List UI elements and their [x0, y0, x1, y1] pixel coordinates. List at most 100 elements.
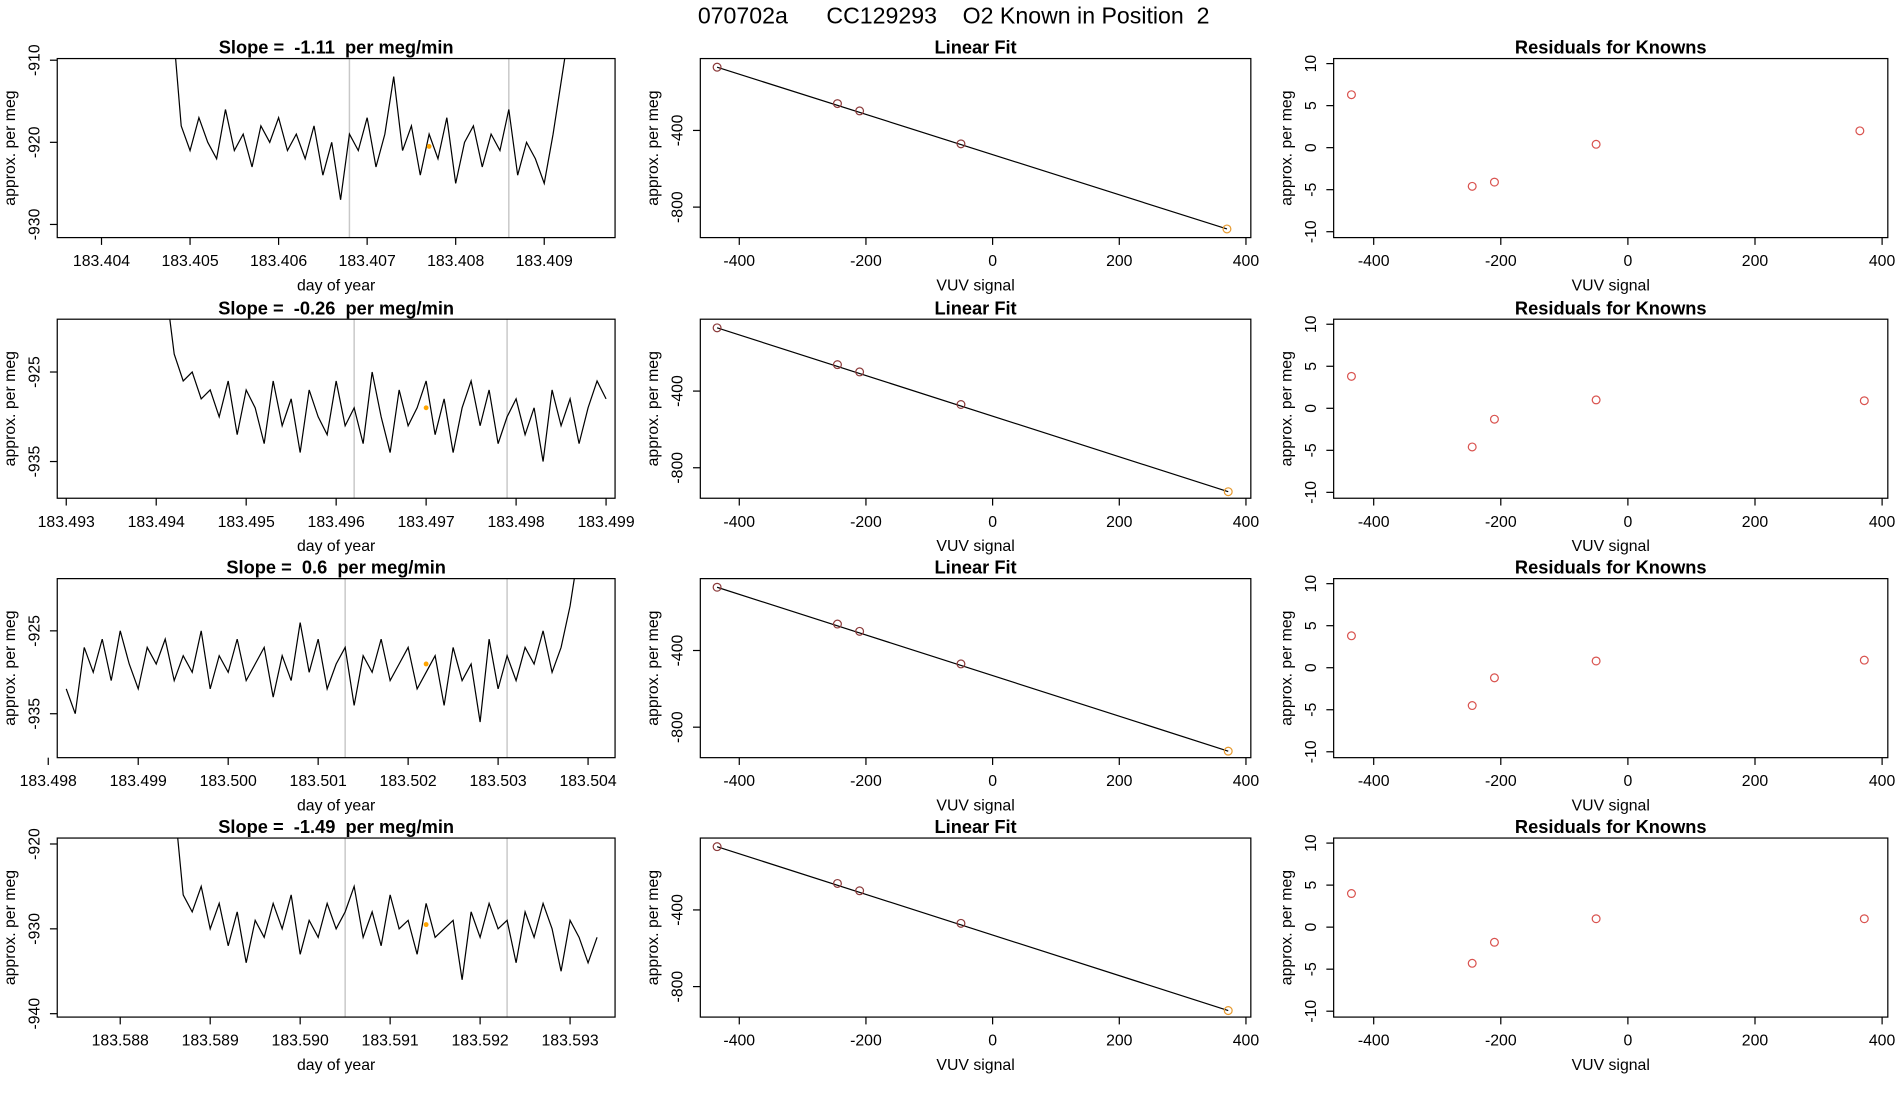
y-tick-label: -10 [1303, 220, 1320, 243]
panel-title: Linear Fit [935, 37, 1017, 58]
x-tick-label: 400 [1869, 514, 1896, 531]
data-point [712, 842, 722, 852]
y-tick-label: -5 [1303, 182, 1320, 196]
x-tick-label: 0 [1623, 514, 1632, 531]
y-tick-label: 5 [1303, 101, 1320, 110]
x-tick-label: -200 [1485, 773, 1517, 790]
y-axis-label: approx. per meg [2, 351, 19, 466]
data-point [1223, 746, 1233, 756]
data-point [712, 582, 722, 592]
y-tick-label: -935 [27, 698, 44, 730]
data-point [1467, 181, 1477, 191]
x-tick-label: 0 [988, 253, 997, 270]
fit-line [716, 586, 1229, 752]
panel-title: Residuals for Knowns [1515, 297, 1707, 318]
data-point [1489, 937, 1499, 947]
x-axis-label: VUV signal [1572, 278, 1650, 295]
x-tick-label: 200 [1106, 253, 1133, 270]
data-point [1859, 914, 1869, 924]
x-tick-label: 0 [988, 1033, 997, 1050]
panel-title: Slope = -1.49 per meg/min [218, 816, 454, 837]
y-tick-label: -910 [27, 44, 44, 76]
x-tick-label: 183.494 [128, 514, 185, 531]
y-tick-label: -925 [27, 356, 44, 388]
x-axis-label: VUV signal [936, 798, 1014, 815]
x-tick-label: -400 [1358, 1033, 1390, 1050]
data-point [956, 399, 966, 410]
x-tick-label: 0 [988, 773, 997, 790]
x-tick-label: 400 [1869, 253, 1896, 270]
y-tick-label: -940 [27, 998, 44, 1030]
data-point [1223, 1006, 1233, 1016]
y-axis-label: approx. per meg [2, 90, 19, 205]
highlight-point [426, 143, 432, 149]
plot-frame [1333, 57, 1889, 239]
y-tick-label: 0 [1303, 663, 1320, 672]
x-tick-label: 183.496 [308, 514, 365, 531]
panel-title: Slope = 0.6 per meg/min [226, 557, 446, 578]
x-tick-label: 400 [1233, 773, 1260, 790]
x-tick-label: -200 [850, 253, 882, 270]
data-point [712, 62, 722, 72]
x-tick-label: 183.405 [161, 253, 218, 270]
data-point [1489, 177, 1499, 187]
y-tick-label: -400 [670, 634, 687, 666]
y-tick-label: 0 [1303, 404, 1320, 413]
y-tick-label: -930 [27, 208, 44, 240]
y-tick-label: -800 [670, 971, 687, 1003]
y-tick-label: -400 [670, 894, 687, 926]
data-point [956, 139, 966, 149]
x-tick-label: 183.409 [516, 253, 573, 270]
x-tick-label: 183.502 [380, 773, 437, 790]
x-tick-label: -200 [1485, 253, 1517, 270]
data-point [1489, 414, 1499, 424]
x-tick-label: 183.498 [487, 514, 544, 531]
y-tick-label: -800 [670, 711, 687, 743]
y-axis-label: approx. per meg [2, 611, 19, 726]
x-tick-label: 183.495 [218, 514, 275, 531]
x-tick-label: 400 [1869, 773, 1896, 790]
data-point [1346, 631, 1356, 641]
y-tick-label: -10 [1303, 740, 1320, 763]
x-tick-label: -200 [1485, 514, 1517, 531]
y-axis-label: approx. per meg [1279, 611, 1296, 726]
y-tick-label: 5 [1303, 621, 1320, 630]
y-tick-label: 0 [1303, 143, 1320, 152]
x-tick-label: 0 [1623, 1033, 1632, 1050]
x-axis-label: VUV signal [936, 538, 1014, 555]
x-tick-label: 200 [1106, 514, 1133, 531]
fit-line [716, 66, 1228, 230]
x-tick-label: 183.589 [182, 1033, 239, 1050]
x-tick-label: 200 [1106, 1033, 1133, 1050]
y-tick-label: -920 [27, 126, 44, 158]
x-axis-label: day of year [297, 278, 376, 295]
x-tick-label: 183.593 [541, 1033, 598, 1050]
y-tick-label: -5 [1303, 443, 1320, 457]
panel-title: Residuals for Knowns [1515, 557, 1707, 578]
y-tick-label: -400 [670, 375, 687, 407]
x-tick-label: -400 [1358, 773, 1390, 790]
x-axis-label: VUV signal [936, 1057, 1014, 1074]
y-tick-label: 10 [1303, 834, 1320, 852]
x-tick-label: 183.407 [339, 253, 396, 270]
y-tick-label: -925 [27, 615, 44, 647]
x-tick-label: 0 [1623, 253, 1632, 270]
x-tick-label: 183.590 [272, 1033, 329, 1050]
x-tick-label: 183.499 [577, 514, 634, 531]
x-tick-label: 400 [1233, 253, 1260, 270]
x-tick-label: -400 [723, 1033, 755, 1050]
y-tick-label: -5 [1303, 962, 1320, 976]
y-tick-label: 10 [1303, 575, 1320, 593]
x-tick-label: 183.408 [427, 253, 484, 270]
data-point [832, 878, 842, 888]
x-tick-label: 0 [1623, 773, 1632, 790]
x-tick-label: 200 [1742, 253, 1769, 270]
panel-title: Linear Fit [935, 557, 1017, 578]
x-axis-label: VUV signal [1572, 538, 1650, 555]
x-tick-label: 400 [1869, 1033, 1896, 1050]
plot-frame [56, 57, 616, 239]
x-tick-label: 183.500 [200, 773, 257, 790]
x-tick-label: 0 [988, 514, 997, 531]
figure-title: 070702a CC129293 O2 Known in Position 2 [698, 2, 1210, 28]
data-point [1591, 656, 1601, 666]
